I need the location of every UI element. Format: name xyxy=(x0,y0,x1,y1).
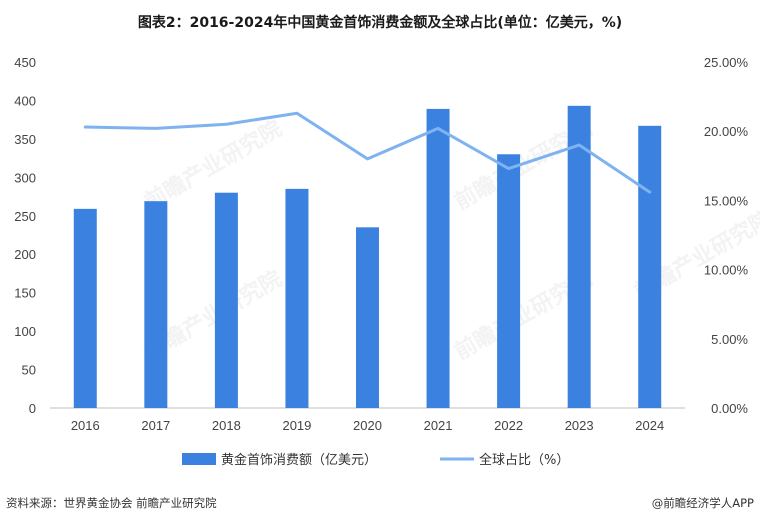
right-axis: 0.00% 5.00% 10.00% 15.00% 20.00% 25.00% xyxy=(704,55,749,416)
x-tick-label: 2022 xyxy=(494,418,523,433)
y-right-tick-label: 25.00% xyxy=(704,55,749,70)
y-left-tick-label: 350 xyxy=(14,132,36,147)
left-axis: 0 50 100 150 200 250 300 350 400 450 xyxy=(14,55,36,416)
y-left-tick-label: 250 xyxy=(14,209,36,224)
y-right-tick-label: 5.00% xyxy=(711,332,748,347)
line-series xyxy=(83,111,652,194)
x-axis: 2016 2017 2018 2019 2020 2021 2022 2023 2024 xyxy=(71,418,664,433)
bar-series xyxy=(73,105,662,409)
bar xyxy=(73,208,97,408)
x-tick-label: 2017 xyxy=(141,418,170,433)
x-tick-label: 2016 xyxy=(71,418,100,433)
legend-line-label: 全球占比（%） xyxy=(479,452,569,468)
y-left-tick-label: 150 xyxy=(14,286,36,301)
legend-bar-label: 黄金首饰消费额（亿美元） xyxy=(221,452,377,468)
bar xyxy=(497,154,521,408)
bar xyxy=(426,108,450,408)
y-left-tick-label: 50 xyxy=(22,363,36,378)
y-left-tick-label: 0 xyxy=(29,401,36,416)
y-left-tick-label: 400 xyxy=(14,93,36,108)
chart-title: 图表2：2016-2024年中国黄金首饰消费金额及全球占比(单位：亿美元，%) xyxy=(138,14,622,31)
source-note: 资料来源：世界黄金协会 前瞻产业研究院 xyxy=(6,496,217,510)
bar xyxy=(144,201,168,408)
brand-label: @前瞻经济学人APP xyxy=(652,496,754,510)
bar xyxy=(356,227,379,408)
y-right-tick-label: 20.00% xyxy=(704,124,749,139)
y-right-tick-label: 10.00% xyxy=(704,263,749,278)
y-left-tick-label: 300 xyxy=(14,170,36,185)
x-tick-label: 2020 xyxy=(353,418,382,433)
y-left-tick-label: 200 xyxy=(14,247,36,262)
y-right-tick-label: 15.00% xyxy=(704,193,749,208)
bar xyxy=(214,192,238,408)
x-tick-label: 2019 xyxy=(282,418,311,433)
x-tick-label: 2024 xyxy=(635,418,664,433)
legend-bar-swatch xyxy=(182,453,216,465)
y-right-tick-label: 0.00% xyxy=(711,401,748,416)
y-left-tick-label: 100 xyxy=(14,324,36,339)
bar xyxy=(638,125,662,408)
x-tick-label: 2018 xyxy=(212,418,241,433)
x-tick-label: 2023 xyxy=(565,418,594,433)
x-tick-label: 2021 xyxy=(424,418,453,433)
legend: 黄金首饰消费额（亿美元） 全球占比（%） xyxy=(182,452,569,468)
watermark-text: 前瞻产业研究院 xyxy=(140,116,286,216)
bar xyxy=(285,188,309,408)
y-left-tick-label: 450 xyxy=(14,55,36,70)
bar xyxy=(567,105,591,409)
